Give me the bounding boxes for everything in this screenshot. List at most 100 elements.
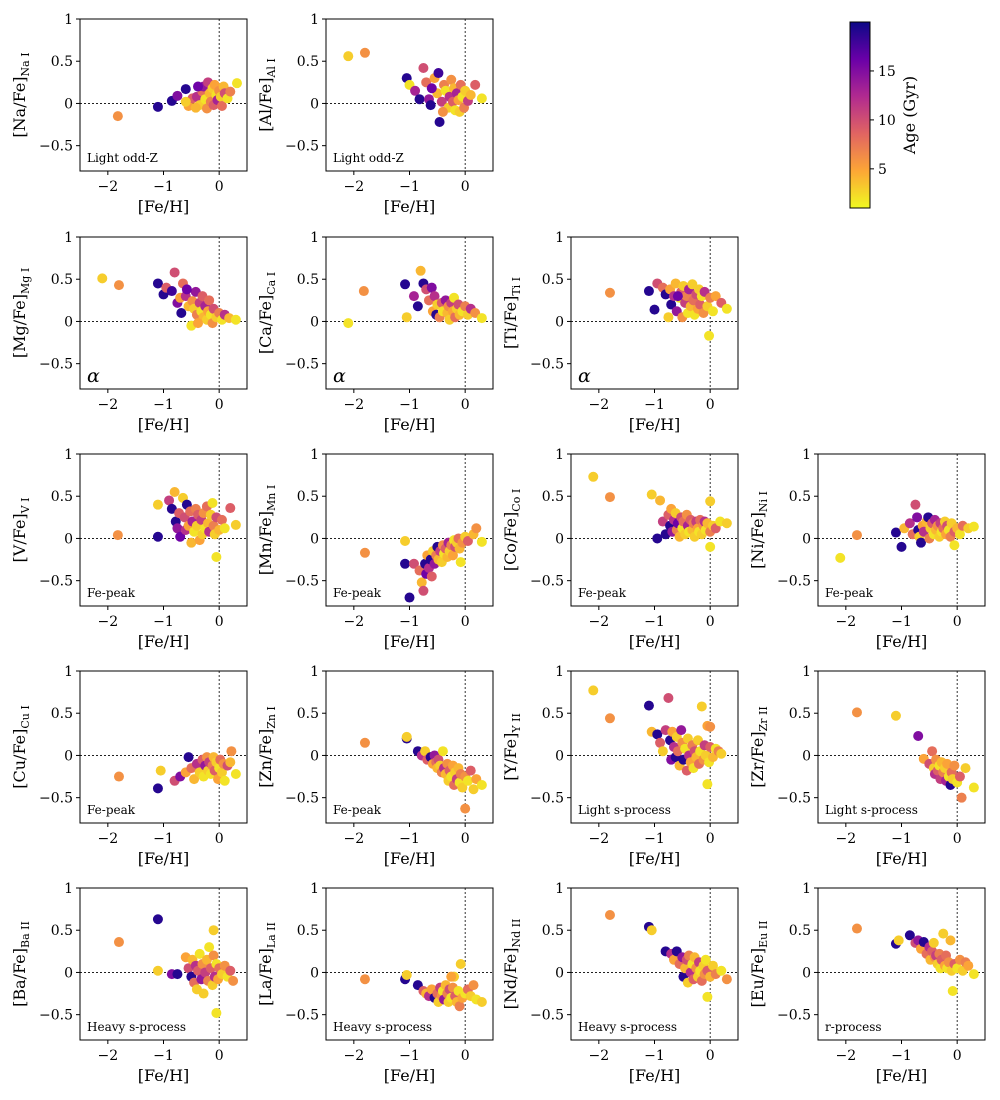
data-point	[429, 291, 440, 302]
x-tick-label: −1	[153, 179, 174, 195]
data-point	[721, 303, 732, 314]
scatter-panels: −2 −1 0 −0.5 0 0.5 1 [Fe/H] [Na/Fe]Na I Light odd…	[10, 12, 986, 1085]
data-point	[169, 487, 180, 497]
data-point	[938, 928, 949, 939]
data-point	[704, 330, 715, 341]
y-tick-label: 1	[64, 664, 73, 680]
data-points	[851, 923, 979, 997]
y-axis-label: [Zn/Fe]Zn I	[256, 706, 278, 788]
data-point	[890, 710, 901, 721]
data-point	[910, 499, 921, 510]
colorbar-ticks: 5 10 15	[870, 64, 896, 178]
y-tick-label: 0	[555, 965, 564, 981]
y-tick-label: −0.5	[39, 139, 73, 155]
data-point	[476, 536, 487, 547]
panel-eu-ii: −2 −1 0 −0.5 0 0.5 1 [Fe/H] [Eu/Fe]Eu II r-proces…	[748, 881, 986, 1085]
data-point	[945, 935, 956, 946]
data-point	[437, 746, 448, 757]
data-point	[400, 535, 411, 546]
data-point	[702, 991, 713, 1002]
data-point	[97, 273, 108, 284]
y-tick-label: 1	[555, 230, 564, 246]
data-point	[721, 518, 732, 529]
data-point	[643, 700, 654, 711]
x-axis-label: [Fe/H]	[384, 415, 436, 434]
data-point	[666, 299, 677, 310]
y-tick-label: 0.5	[542, 272, 564, 288]
data-point	[230, 314, 241, 325]
y-tick-label: 1	[802, 664, 811, 680]
data-point	[710, 291, 721, 302]
panel-annotation: r-process	[825, 1020, 882, 1034]
panel-annotation: Heavy s-process	[578, 1020, 677, 1034]
data-point	[476, 780, 487, 790]
y-tick-label: 0.5	[51, 272, 73, 288]
data-point	[928, 937, 939, 948]
data-point	[476, 93, 487, 104]
data-point	[113, 937, 124, 948]
panel-annotation: α	[333, 365, 346, 387]
panel-ti-i: −2 −1 0 −0.5 0 0.5 1 [Fe/H] [Ti/Fe]Ti I α	[501, 230, 739, 434]
data-point	[851, 530, 862, 541]
y-tick-label: 0	[555, 531, 564, 547]
data-point	[359, 737, 370, 748]
x-tick-label: 0	[953, 614, 962, 630]
data-point	[230, 519, 241, 530]
x-tick-label: 0	[215, 179, 224, 195]
y-tick-label: 0.5	[789, 706, 811, 722]
x-tick-label: −1	[399, 1048, 420, 1064]
x-tick-label: 0	[706, 397, 715, 413]
y-tick-label: −0.5	[530, 791, 564, 807]
panel-annotation: Fe-peak	[825, 586, 874, 600]
x-tick-label: −1	[399, 397, 420, 413]
data-point	[949, 760, 960, 771]
y-tick-label: 0	[310, 748, 319, 764]
data-point	[152, 278, 163, 289]
data-point	[155, 765, 166, 776]
x-tick-label: −2	[344, 831, 365, 847]
panel-na-i: −2 −1 0 −0.5 0 0.5 1 [Fe/H] [Na/Fe]Na I Light odd…	[10, 12, 248, 216]
data-point	[462, 775, 473, 786]
panel-annotation: Fe-peak	[87, 803, 136, 817]
colorbar-tick-label: 10	[878, 113, 896, 129]
data-points	[113, 746, 241, 794]
data-point	[226, 746, 237, 757]
data-point	[400, 558, 411, 569]
data-point	[915, 537, 926, 548]
data-points	[359, 523, 487, 603]
y-tick-label: 0.5	[789, 923, 811, 939]
y-tick-label: −0.5	[39, 1008, 73, 1024]
y-axis-label: [Nd/Fe]Nd II	[501, 919, 523, 1010]
y-tick-label: −0.5	[530, 574, 564, 590]
x-tick-label: −2	[344, 1048, 365, 1064]
x-tick-label: −1	[891, 831, 912, 847]
x-axis-label: [Fe/H]	[384, 197, 436, 216]
data-point	[471, 523, 482, 534]
x-tick-label: 0	[215, 614, 224, 630]
data-point	[913, 731, 924, 742]
y-axis-label: [Ni/Fe]Ni I	[748, 491, 770, 569]
x-tick-label: −2	[98, 614, 119, 630]
panel-annotation: Light s-process	[578, 803, 671, 817]
y-tick-label: 1	[64, 12, 73, 28]
data-point	[216, 100, 227, 111]
x-axis-label: [Fe/H]	[629, 415, 681, 434]
data-point	[455, 959, 466, 969]
x-tick-label: −2	[836, 614, 857, 630]
y-tick-label: −0.5	[777, 1008, 811, 1024]
data-point	[426, 282, 437, 293]
data-point	[418, 585, 429, 596]
data-point	[468, 784, 479, 795]
data-point	[436, 96, 447, 107]
y-tick-label: 1	[310, 881, 319, 897]
data-point	[190, 102, 201, 113]
data-point	[401, 731, 412, 742]
data-point	[225, 965, 236, 976]
colorbar-label: Age (Gyr)	[900, 76, 919, 155]
data-point	[646, 925, 657, 936]
panel-annotation: Light odd-Z	[87, 151, 158, 165]
data-point	[216, 767, 227, 778]
x-tick-label: 0	[461, 397, 470, 413]
y-tick-label: −0.5	[285, 1008, 319, 1024]
